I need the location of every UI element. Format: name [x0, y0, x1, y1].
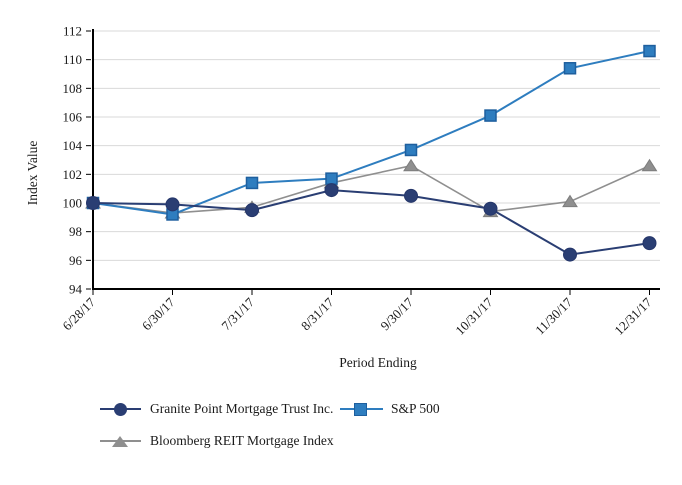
triangle-marker-icon	[112, 435, 128, 447]
y-tick-label: 96	[69, 253, 83, 268]
series-line	[92, 189, 650, 256]
legend-label-bloomberg-reit: Bloomberg REIT Mortgage Index	[150, 433, 334, 448]
y-axis-title: Index Value	[25, 141, 40, 206]
y-tick-label: 94	[69, 282, 83, 297]
y-tick-label: 108	[63, 81, 83, 96]
square-marker-icon	[404, 143, 418, 157]
circle-marker-icon	[165, 197, 180, 212]
x-tick-label: 6/30/17	[139, 294, 178, 333]
series-line	[92, 164, 650, 214]
bloomberg-line-marker-icon	[100, 435, 141, 448]
y-tick-label: 110	[63, 52, 82, 67]
square-marker-icon	[354, 402, 367, 416]
granite-point-line-marker-icon	[100, 402, 141, 416]
y-tick-label: 98	[69, 224, 82, 239]
square-marker-icon	[643, 44, 656, 58]
legend-item-granite-point: Granite Point Mortgage Trust Inc.	[100, 401, 334, 416]
circle-marker-icon	[642, 236, 657, 251]
legend-item-bloomberg-reit: Bloomberg REIT Mortgage Index	[100, 433, 334, 448]
triangle-marker-icon	[562, 194, 578, 208]
x-axis-title: Period Ending	[339, 355, 417, 370]
circle-marker-icon	[563, 247, 577, 262]
circle-marker-icon	[483, 201, 498, 216]
triangle-marker-icon	[403, 158, 419, 172]
circle-marker-icon	[324, 183, 339, 198]
x-tick-label: 7/31/17	[218, 294, 257, 333]
legend-label-granite-point: Granite Point Mortgage Trust Inc.	[150, 401, 334, 416]
y-tick-label: 104	[63, 138, 83, 153]
circle-marker-icon	[245, 203, 259, 218]
x-tick-label: 12/31/17	[611, 294, 655, 338]
y-tick-label: 100	[63, 196, 83, 211]
legend-label-sp500: S&P 500	[391, 401, 440, 416]
legend-item-sp500: S&P 500	[340, 401, 440, 416]
y-tick-label: 106	[63, 110, 83, 125]
square-marker-icon	[245, 176, 259, 190]
series-line	[92, 50, 650, 216]
x-tick-label: 9/30/17	[377, 294, 416, 333]
circle-marker-icon	[404, 188, 418, 203]
circle-marker-icon	[86, 196, 100, 210]
circle-marker-icon	[114, 402, 127, 416]
square-marker-icon	[563, 62, 577, 75]
x-tick-label: 8/31/17	[298, 294, 337, 333]
square-marker-icon	[484, 109, 497, 122]
sp500-line-marker-icon	[340, 402, 383, 416]
y-tick-label: 102	[63, 167, 83, 182]
triangle-marker-icon	[641, 158, 658, 172]
square-marker-icon	[325, 172, 338, 185]
x-tick-label: 6/28/17	[59, 294, 98, 333]
y-tick-label: 112	[63, 24, 82, 39]
x-tick-label: 10/31/17	[452, 294, 496, 338]
x-tick-label: 11/30/17	[532, 294, 575, 337]
